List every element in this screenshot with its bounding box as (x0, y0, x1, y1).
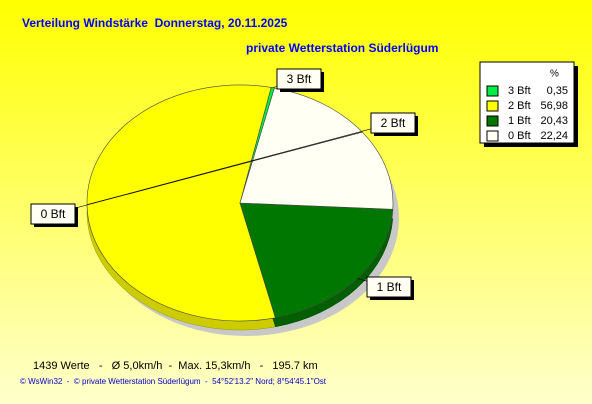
legend-swatch (486, 100, 499, 112)
leader-line (86, 122, 394, 205)
slice-label: 2 Bft (381, 116, 406, 130)
legend-value: 22,24 (540, 130, 568, 142)
chart-title: Verteilung Windstärke Donnerstag, 20.11.… (22, 16, 288, 30)
label-box (370, 112, 416, 134)
credit: © WsWin32 - © private Wetterstation Süde… (20, 377, 327, 386)
legend-label: 3 Bft (508, 85, 531, 97)
legend-label: 0 Bft (508, 130, 531, 142)
chart-subtitle: private Wetterstation Süderlügum (246, 41, 438, 55)
footer: 1439 Werte - Ø 5,0km/h - Max. 15,3km/h -… (33, 360, 318, 372)
slice (239, 202, 394, 319)
legend-swatch (486, 115, 499, 127)
slice-label: 1 Bft (377, 280, 402, 294)
label-box (30, 203, 76, 225)
slice-label: 0 Bft (41, 207, 66, 221)
leader-line (52, 131, 363, 215)
legend-value: 56,98 (540, 100, 568, 112)
legend-swatch (486, 130, 499, 142)
label-box (276, 68, 322, 90)
legend-swatch (486, 85, 499, 97)
legend-label: 1 Bft (508, 115, 531, 127)
legend-value: 0,35 (547, 85, 568, 97)
legend-value: 20,43 (540, 115, 568, 127)
label-box (366, 276, 412, 298)
legend-label: 2 Bft (508, 100, 531, 112)
legend-title: % (550, 69, 559, 80)
slice-label: 3 Bft (287, 72, 312, 86)
